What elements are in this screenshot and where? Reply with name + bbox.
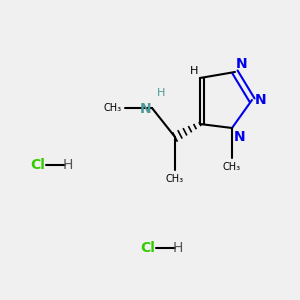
Text: N: N [236, 57, 248, 71]
Text: N: N [255, 93, 267, 107]
Text: Cl: Cl [141, 241, 155, 255]
Text: CH₃: CH₃ [166, 174, 184, 184]
Text: H: H [63, 158, 73, 172]
Text: H: H [190, 66, 198, 76]
Text: CH₃: CH₃ [104, 103, 122, 113]
Text: H: H [157, 88, 165, 98]
Text: CH₃: CH₃ [223, 162, 241, 172]
Text: N: N [234, 130, 246, 144]
Text: Cl: Cl [31, 158, 45, 172]
Text: N: N [140, 102, 151, 116]
Text: H: H [173, 241, 183, 255]
